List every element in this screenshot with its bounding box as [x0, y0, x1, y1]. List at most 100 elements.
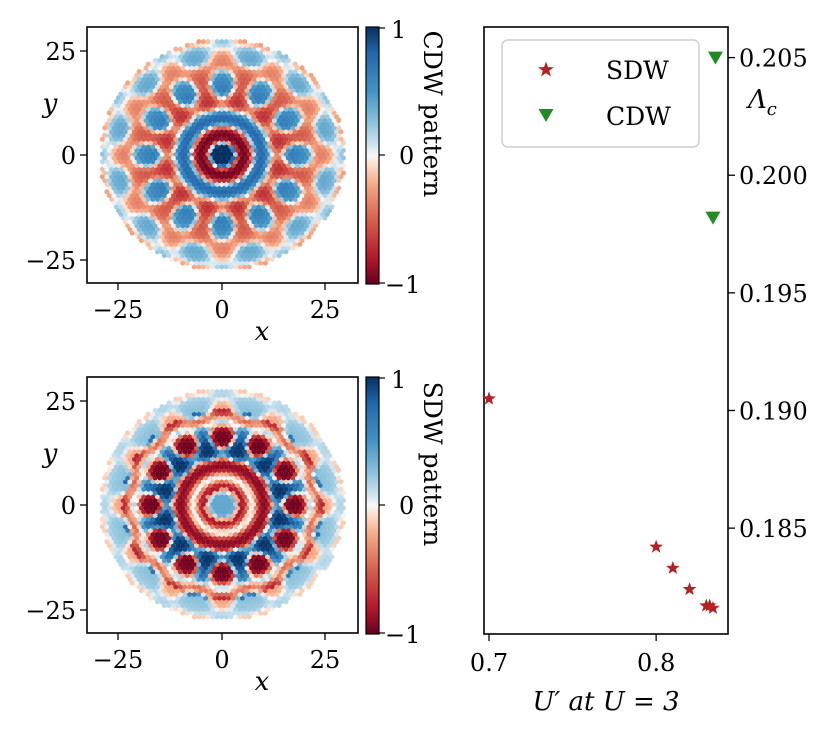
lattice-site: [136, 151, 142, 157]
lattice-site: [182, 434, 188, 440]
lattice-site: [173, 249, 179, 255]
lattice-site: [304, 117, 310, 123]
lattice-site: [214, 159, 220, 165]
lattice-site: [269, 241, 275, 247]
lattice-site: [177, 516, 183, 522]
lattice-site: [276, 490, 282, 496]
lattice-site: [283, 189, 289, 195]
lattice-site: [210, 606, 216, 612]
lattice-site: [281, 430, 287, 436]
lattice-site: [244, 132, 250, 138]
lattice-site: [260, 181, 266, 187]
lattice-site: [244, 140, 250, 146]
lattice-site: [285, 238, 291, 244]
lattice-site: [226, 513, 232, 518]
lattice-site: [226, 215, 232, 221]
lattice-site: [122, 106, 128, 112]
lattice-site: [113, 471, 119, 477]
lattice-site: [230, 610, 236, 616]
lattice-site: [198, 520, 204, 526]
lattice-site: [285, 57, 291, 63]
lattice-site: [221, 260, 227, 266]
lattice-site: [276, 200, 282, 206]
lattice-site: [276, 148, 282, 153]
lattice-site: [216, 565, 222, 571]
lattice-site: [278, 99, 284, 105]
lattice-site: [272, 437, 277, 443]
lattice-site: [237, 494, 243, 500]
lattice-site: [143, 422, 149, 428]
lattice-site: [194, 498, 199, 503]
lattice-site: [214, 174, 220, 180]
lattice-site: [104, 539, 110, 545]
lattice-site: [262, 513, 268, 518]
lattice-site: [173, 554, 179, 560]
lattice-site: [141, 456, 147, 462]
lattice-site: [196, 591, 202, 597]
lattice-site: [189, 415, 195, 421]
lattice-site: [269, 569, 275, 575]
lattice-site: [244, 125, 250, 131]
lattice-site: [111, 475, 117, 481]
lattice-site: [285, 490, 291, 496]
lattice-site: [239, 253, 245, 259]
lattice-site: [118, 189, 124, 195]
lattice-site: [239, 245, 245, 251]
lattice-site: [177, 69, 183, 75]
lattice-site: [278, 561, 284, 567]
lattice-site: [329, 106, 335, 112]
lattice-site: [122, 121, 128, 127]
lattice-site: [249, 208, 255, 213]
lattice-site: [260, 509, 266, 515]
lattice-site: [235, 543, 241, 548]
lattice-site: [196, 419, 202, 425]
lattice-site: [233, 219, 238, 225]
lattice-site: [219, 264, 225, 270]
lattice-site: [228, 561, 234, 567]
lattice-site: [150, 576, 156, 582]
lattice-site: [171, 415, 176, 421]
lattice-site: [157, 535, 163, 541]
lattice-site: [159, 516, 165, 522]
lattice-site: [278, 509, 284, 515]
lattice-site: [242, 434, 248, 440]
lattice-site: [311, 509, 316, 515]
lattice-site: [136, 189, 142, 195]
lattice-site: [322, 117, 328, 123]
lattice-site: [249, 95, 255, 101]
lattice-site: [200, 606, 206, 612]
lattice-site: [242, 121, 248, 127]
lattice-site: [221, 208, 227, 213]
lattice-site: [118, 554, 124, 560]
lattice-site: [219, 531, 225, 537]
lattice-site: [269, 114, 275, 120]
lattice-site: [281, 148, 287, 153]
lattice-site: [237, 501, 243, 507]
lattice-site: [278, 434, 284, 440]
lattice-site: [295, 125, 300, 131]
lattice-site: [308, 117, 314, 123]
lattice-site: [191, 76, 197, 82]
lattice-site: [122, 166, 128, 172]
lattice-site: [111, 125, 117, 131]
lattice-site: [175, 200, 181, 206]
lattice-site: [230, 505, 236, 511]
lattice-site: [177, 479, 183, 485]
lattice-site: [127, 501, 133, 507]
lattice-site: [317, 125, 323, 131]
lattice-site: [278, 486, 284, 492]
lattice-site: [320, 441, 326, 447]
lattice-site: [320, 531, 326, 537]
lattice-site: [278, 106, 284, 112]
lattice-site: [223, 561, 229, 567]
lattice-site: [311, 569, 316, 575]
lattice-site: [269, 226, 275, 232]
lattice-site: [256, 196, 261, 202]
lattice-site: [267, 72, 273, 78]
lattice-site: [223, 434, 229, 440]
lattice-site: [138, 140, 144, 146]
lattice-site: [276, 178, 282, 183]
lattice-site: [148, 193, 154, 198]
lattice-site: [262, 565, 268, 571]
lattice-site: [132, 501, 137, 507]
